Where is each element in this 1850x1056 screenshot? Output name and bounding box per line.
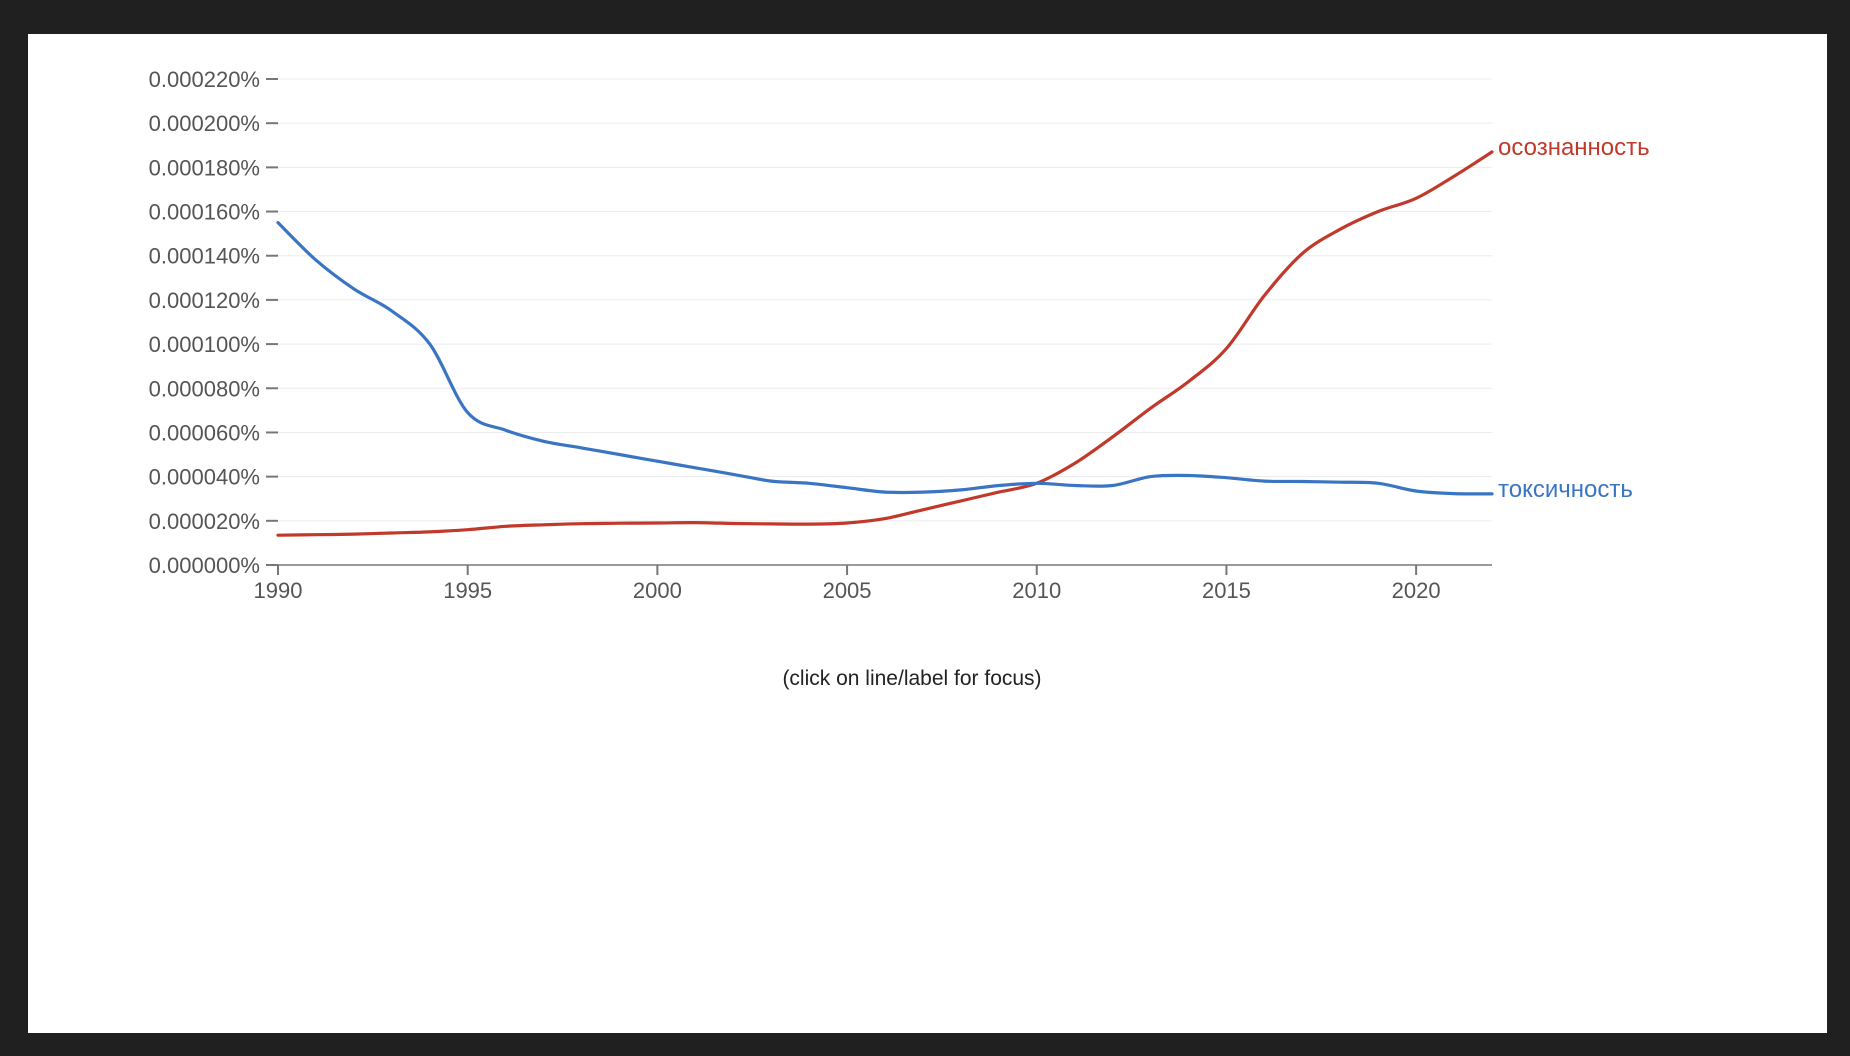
y-tick-label: 0.000040%	[149, 465, 260, 490]
x-axis: 1990 1995 2000 2005 2010 2015 2020	[254, 564, 1492, 603]
x-tick-label: 1995	[443, 578, 492, 603]
y-tick-label: 0.000080%	[149, 376, 260, 401]
y-tick-label: 0.000200%	[149, 111, 260, 136]
series-line-2[interactable]	[276, 221, 1494, 496]
focus-hint: (click on line/label for focus)	[782, 667, 1042, 690]
chart-panel: 0.000000% 0.000020% 0.000040% 0.000060% 0.00…	[28, 34, 1827, 1033]
series-labels: осознанность токсичность	[1498, 134, 1650, 503]
x-tick-label: 1990	[254, 578, 303, 603]
y-tick-label: 0.000060%	[149, 420, 260, 445]
y-tick-label: 0.000180%	[149, 155, 260, 180]
x-tick-label: 2020	[1392, 578, 1441, 603]
y-tick-label: 0.000160%	[149, 200, 260, 225]
x-tick-label: 2005	[823, 578, 872, 603]
y-tick-label: 0.000000%	[149, 553, 260, 578]
x-tick-label: 2015	[1202, 578, 1251, 603]
y-tick-label: 0.000220%	[149, 67, 260, 92]
series-label-2[interactable]: токсичность	[1498, 476, 1633, 503]
y-tick-label: 0.000120%	[149, 288, 260, 313]
y-axis: 0.000000% 0.000020% 0.000040% 0.000060% 0.00…	[149, 67, 278, 578]
x-tick-label: 2000	[633, 578, 682, 603]
series-label-1[interactable]: осознанность	[1498, 134, 1650, 161]
x-tick-label: 2010	[1012, 578, 1061, 603]
series-lines	[276, 150, 1494, 537]
y-tick-label: 0.000140%	[149, 244, 260, 269]
gridlines	[278, 78, 1492, 522]
series-line-1[interactable]	[276, 150, 1494, 537]
ngram-line-chart: 0.000000% 0.000020% 0.000040% 0.000060% 0.00…	[149, 67, 1650, 603]
y-tick-label: 0.000020%	[149, 509, 260, 534]
y-tick-label: 0.000100%	[149, 332, 260, 357]
